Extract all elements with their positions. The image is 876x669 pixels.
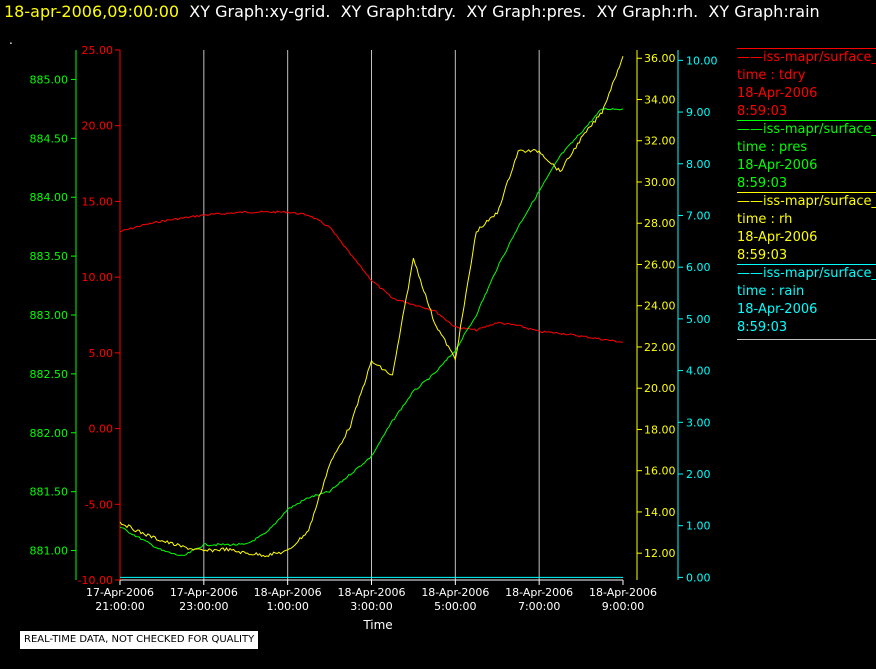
rh-tick-label: 26.00 (644, 258, 676, 271)
rh-tick-label: 12.00 (644, 547, 676, 560)
tdry-tick-label: 5.00 (89, 347, 114, 360)
x-axis-label: Time (362, 618, 392, 632)
legend-date: 18-Apr-2006 (737, 157, 876, 175)
rain-tick-label: 0.00 (686, 571, 711, 584)
legend-var: time : rain (737, 283, 876, 301)
tdry-tick-label: -5.00 (85, 498, 113, 511)
x-tick-label-time: 23:00:00 (179, 600, 228, 613)
tdry-tick-label: 20.00 (82, 120, 114, 133)
rain-tick-label: 10.00 (686, 54, 718, 67)
tdry-tick-label: 25.00 (82, 44, 114, 57)
legend-time: 8:59:03 (737, 319, 876, 337)
rain-tick-label: 1.00 (686, 520, 711, 533)
pres-tick-label: 882.50 (30, 368, 69, 381)
legend-entry-rh[interactable]: ——iss-mapr/surface_ time : rh 18-Apr-200… (737, 192, 876, 265)
pres-tick-label: 884.00 (30, 191, 69, 204)
rh-tick-label: 36.00 (644, 52, 676, 65)
legend-time: 8:59:03 (737, 247, 876, 265)
legend-source: ——iss-mapr/surface_ (737, 264, 876, 283)
rh-tick-label: 28.00 (644, 217, 676, 230)
legend-time: 8:59:03 (737, 175, 876, 193)
legend-source: ——iss-mapr/surface_ (737, 48, 876, 67)
x-tick-label-date: 17-Apr-2006 (86, 586, 154, 599)
pres-tick-label: 884.50 (30, 132, 69, 145)
rain-tick-label: 6.00 (686, 261, 711, 274)
rain-tick-label: 7.00 (686, 209, 711, 222)
x-tick-label-time: 21:00:00 (95, 600, 144, 613)
legend-var: time : pres (737, 139, 876, 157)
legend-date: 18-Apr-2006 (737, 229, 876, 247)
legend-time: 8:59:03 (737, 103, 876, 121)
x-tick-label-date: 18-Apr-2006 (589, 586, 657, 599)
rh-tick-label: 34.00 (644, 93, 676, 106)
x-tick-label-time: 5:00:00 (434, 600, 476, 613)
legend-var: time : rh (737, 211, 876, 229)
rh-tick-label: 16.00 (644, 465, 676, 478)
x-tick-label-date: 18-Apr-2006 (421, 586, 489, 599)
rain-tick-label: 3.00 (686, 416, 711, 429)
quality-notice: REAL-TIME DATA, NOT CHECKED FOR QUALITY (20, 631, 258, 649)
pres-tick-label: 882.00 (30, 427, 69, 440)
legend-date: 18-Apr-2006 (737, 301, 876, 319)
rh-tick-label: 20.00 (644, 382, 676, 395)
x-tick-label-date: 18-Apr-2006 (337, 586, 405, 599)
legend-entry-rain[interactable]: ——iss-mapr/surface_ time : rain 18-Apr-2… (737, 264, 876, 340)
pres-tick-label: 883.00 (30, 309, 69, 322)
pres-tick-label: 881.50 (30, 486, 69, 499)
rh-tick-label: 32.00 (644, 135, 676, 148)
x-tick-label-date: 18-Apr-2006 (505, 586, 573, 599)
legend-source: ——iss-mapr/surface_ (737, 192, 876, 211)
rain-tick-label: 9.00 (686, 106, 711, 119)
rh-tick-label: 22.00 (644, 341, 676, 354)
legend-entry-pres[interactable]: ——iss-mapr/surface_ time : pres 18-Apr-2… (737, 120, 876, 193)
legend-var: time : tdry (737, 67, 876, 85)
rain-tick-label: 4.00 (686, 365, 711, 378)
x-tick-label-time: 9:00:00 (602, 600, 644, 613)
pres-tick-label: 883.50 (30, 250, 69, 263)
x-tick-label-time: 7:00:00 (518, 600, 560, 613)
rain-tick-label: 2.00 (686, 468, 711, 481)
tdry-tick-label: -10.00 (78, 574, 113, 587)
legend-date: 18-Apr-2006 (737, 85, 876, 103)
rain-tick-label: 5.00 (686, 313, 711, 326)
pres-tick-label: 881.00 (30, 545, 69, 558)
tdry-tick-label: 10.00 (82, 271, 114, 284)
rh-tick-label: 24.00 (644, 300, 676, 313)
legend-entry-tdry[interactable]: ——iss-mapr/surface_ time : tdry 18-Apr-2… (737, 48, 876, 121)
rh-tick-label: 14.00 (644, 506, 676, 519)
rh-tick-label: 18.00 (644, 423, 676, 436)
x-tick-label-date: 17-Apr-2006 (170, 586, 238, 599)
x-tick-label-time: 1:00:00 (266, 600, 308, 613)
tdry-tick-label: 0.00 (89, 423, 114, 436)
x-tick-label-date: 18-Apr-2006 (254, 586, 322, 599)
rh-tick-label: 30.00 (644, 176, 676, 189)
x-tick-label-time: 3:00:00 (350, 600, 392, 613)
pres-tick-label: 885.00 (30, 73, 69, 86)
legend-source: ——iss-mapr/surface_ (737, 120, 876, 139)
rain-tick-label: 8.00 (686, 158, 711, 171)
tdry-tick-label: 15.00 (82, 195, 114, 208)
